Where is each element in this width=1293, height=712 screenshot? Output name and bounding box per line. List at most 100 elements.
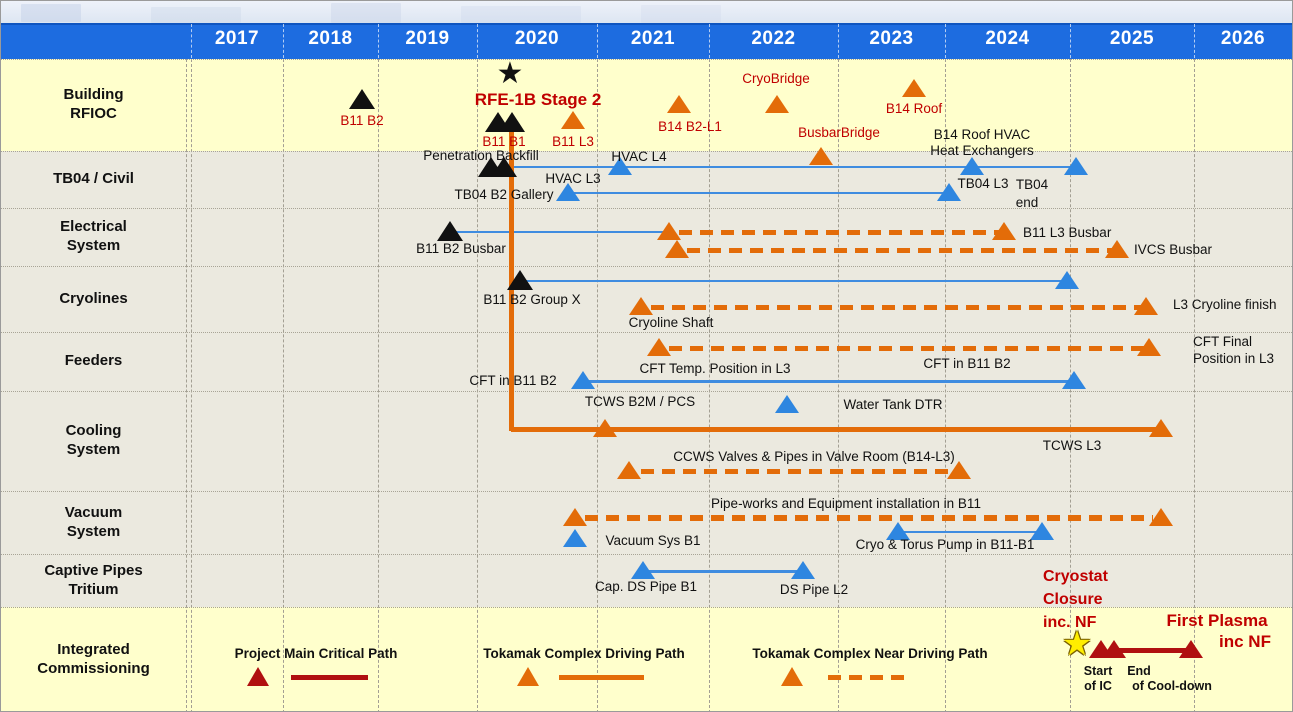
row-label-7: Captive Pipes Tritium [44, 561, 143, 598]
label-water-tank-dtr: Water Tank DTR [843, 397, 943, 412]
ccws-dash-line [641, 468, 953, 474]
background-photo-fragment [461, 6, 581, 23]
label-cft-final: CFT Final [1193, 334, 1253, 349]
label-penetration-backfill: Penetration Backfill [423, 148, 539, 163]
row-label-3: Cryolines [59, 289, 128, 307]
label-end: end [1015, 195, 1039, 210]
label-cryostat: Cryostat [1043, 568, 1108, 585]
milestone-triangle-b11-b2-group-x [507, 270, 533, 290]
label-inc-nf: inc NF [1219, 632, 1271, 651]
milestone-triangle-vacuum-sys-b1 [563, 529, 587, 547]
label-b11-l3-busbar: B11 L3 Busbar [1023, 225, 1112, 240]
row-band-5: Cooling System [1, 391, 1292, 491]
milestone-triangle-water-tank-dtr [775, 395, 799, 413]
row-separator-4 [1, 332, 1292, 333]
tcws-solid-line [511, 426, 1157, 432]
label-b11-b1: B11 B1 [482, 134, 526, 149]
legend-label-1: Tokamak Complex Driving Path [483, 646, 685, 661]
label-start: Start [1083, 664, 1113, 678]
label-heat-exchangers: Heat Exchangers [930, 143, 1034, 158]
milestone-triangle-cryo-torus-end [1030, 522, 1054, 540]
row-separator-1 [1, 151, 1292, 152]
row-label-2: Electrical System [60, 218, 127, 254]
legend-triangle-2 [781, 667, 803, 686]
legend-label-2: Tokamak Complex Near Driving Path [752, 646, 988, 661]
label-cryo-torus-pump-in-b11-b1: Cryo & Torus Pump in B11-B1 [855, 537, 1035, 552]
milestone-triangle-hvac-l4 [608, 157, 632, 175]
row-separator-5 [1, 391, 1292, 392]
label-b14-roof-hvac: B14 Roof HVAC [933, 127, 1031, 142]
label-cft-in-b11-b2: CFT in B11 B2 [923, 356, 1011, 371]
row-band-7: Captive Pipes Tritium [1, 554, 1292, 607]
label-cft-temp-position-in-l3: CFT Temp. Position in L3 [639, 361, 791, 376]
label-of-cool-down: of Cool-down [1132, 679, 1212, 693]
year-label-2020: 2020 [514, 28, 560, 49]
label-of-ic: of IC [1084, 679, 1112, 693]
rfe-stage2-star: ★ [496, 57, 524, 90]
label-vacuum-sys-b1: Vacuum Sys B1 [605, 533, 701, 548]
gridline-year-0 [191, 59, 192, 711]
row-label-4: Feeders [64, 352, 123, 370]
milestone-triangle-cap-ds-pipe-b1 [631, 561, 655, 579]
milestone-triangle-cft-blue-end [1062, 371, 1086, 389]
label-inc-nf: inc. NF [1043, 614, 1097, 631]
milestone-triangle-tcws-l3 [1149, 419, 1173, 437]
gridline-year-7 [945, 59, 946, 711]
label-tb04-l3: TB04 L3 [957, 176, 1009, 191]
busbar-dash1-line [679, 229, 1001, 235]
milestone-triangle-pipeworks-end [1149, 508, 1173, 526]
background-photo-fragment [331, 3, 401, 23]
milestone-triangle-pipeworks-start [563, 508, 587, 526]
label-position-in-l3: Position in L3 [1193, 351, 1275, 366]
year-label-2026: 2026 [1220, 28, 1266, 49]
label-hvac-l4: HVAC L4 [611, 149, 667, 164]
cft-blue-line [586, 379, 1069, 383]
label-tb04-b2-gallery: TB04 B2 Gallery [454, 187, 554, 202]
row-separator-7 [1, 554, 1292, 555]
gridline-header-1 [283, 24, 284, 58]
gridline-year-1 [283, 59, 284, 711]
cryoline-dash-line [651, 304, 1141, 310]
year-label-2024: 2024 [985, 28, 1030, 49]
label-pipe-works-and-equipment-installation-in-b11: Pipe-works and Equipment installation in… [711, 496, 981, 511]
gridline-header-7 [945, 24, 946, 58]
gridline-header-5 [709, 24, 710, 58]
milestone-triangle-tb04-b2-gallery [556, 183, 580, 201]
label-l3-cryoline-finish: L3 Cryoline finish [1173, 297, 1277, 312]
milestone-triangle-cryo-torus-start [886, 522, 910, 540]
milestone-triangle-tb04-l3 [937, 183, 961, 201]
label-cap-ds-pipe-b1: Cap. DS Pipe B1 [594, 579, 698, 594]
cryo-torus-blue-line [901, 531, 1039, 533]
label-b14-b2-l1: B14 B2-L1 [658, 119, 722, 134]
label-cryoline-shaft: Cryoline Shaft [628, 315, 714, 330]
gridline-header-6 [838, 24, 839, 58]
label-hvac-l3: HVAC L3 [545, 171, 601, 186]
row-label-8: Integrated Commissioning [37, 641, 150, 677]
label-column-edge [186, 59, 187, 711]
gridline-year-3 [477, 59, 478, 711]
label-b11-b2: B11 B2 [340, 113, 384, 128]
milestone-triangle-l3-cryoline-finish [1134, 297, 1158, 315]
milestone-triangle-penetration-backfill-b [491, 157, 517, 177]
label-closure: Closure [1043, 591, 1103, 608]
row-label-0: Building RFIOC [63, 86, 124, 122]
row-band-6: Vacuum System [1, 491, 1292, 554]
milestone-triangle-cryoline-blue-end [1055, 271, 1079, 289]
milestone-triangle-first-plasma [1179, 640, 1203, 658]
year-label-2023: 2023 [869, 28, 914, 49]
captive-blue-line [647, 569, 801, 573]
milestone-triangle-b11-l3 [561, 111, 585, 129]
milestone-triangle-ccws-end [947, 461, 971, 479]
milestone-triangle-b14-roof [902, 79, 926, 97]
label-cryobridge: CryoBridge [742, 71, 810, 86]
gridline-year-5 [709, 59, 710, 711]
row-label-6: Vacuum System [64, 503, 123, 540]
milestone-triangle-cft-temp-position [647, 338, 671, 356]
milestone-triangle-b14-b2-l1 [667, 95, 691, 113]
background-photo-fragment [641, 5, 721, 23]
label-cft-in-b11-b2: CFT in B11 B2 [469, 373, 557, 388]
milestone-triangle-ds-pipe-l2 [791, 561, 815, 579]
gridline-header-0 [191, 24, 192, 58]
gridline-header-3 [477, 24, 478, 58]
